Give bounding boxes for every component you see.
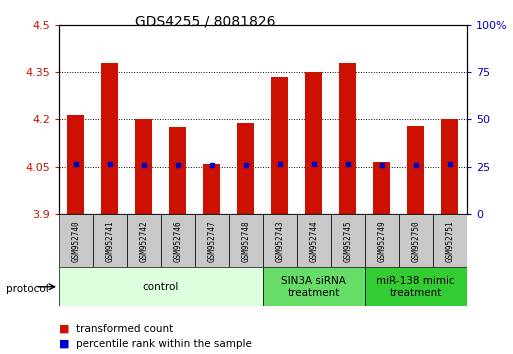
Bar [102,63,119,214]
Text: GDS4255 / 8081826: GDS4255 / 8081826 [135,15,275,29]
Bar [127,214,161,267]
Bar [263,267,365,306]
Text: ■: ■ [59,339,69,349]
Text: GSM952745: GSM952745 [343,220,352,262]
Bar [441,120,458,214]
Bar [271,77,288,214]
Text: GSM952750: GSM952750 [411,220,420,262]
Bar [68,115,85,214]
Text: GSM952740: GSM952740 [71,220,81,262]
Bar [135,120,152,214]
Bar [399,214,433,267]
Bar [59,267,263,306]
Text: protocol: protocol [6,284,49,293]
Text: GSM952751: GSM952751 [445,220,455,262]
Text: control: control [143,282,179,292]
Bar [263,214,297,267]
Bar [340,63,357,214]
Text: GSM952746: GSM952746 [173,220,183,262]
Text: transformed count: transformed count [76,324,173,333]
Text: GSM952749: GSM952749 [378,220,386,262]
Bar [238,122,254,214]
Bar [373,162,390,214]
Bar [169,127,186,214]
Bar [161,214,195,267]
Text: SIN3A siRNA
treatment: SIN3A siRNA treatment [282,276,346,298]
Bar [195,214,229,267]
Text: GSM952748: GSM952748 [242,220,250,262]
Bar [229,214,263,267]
Bar [305,72,322,214]
Bar [297,214,331,267]
Bar [365,267,467,306]
Text: miR-138 mimic
treatment: miR-138 mimic treatment [377,276,455,298]
Bar [204,164,221,214]
Text: GSM952741: GSM952741 [106,220,114,262]
Bar [365,214,399,267]
Bar [433,214,467,267]
Bar [93,214,127,267]
Text: GSM952744: GSM952744 [309,220,319,262]
Text: ■: ■ [59,324,69,333]
Text: GSM952742: GSM952742 [140,220,148,262]
Bar [407,126,424,214]
Text: percentile rank within the sample: percentile rank within the sample [76,339,252,349]
Text: GSM952747: GSM952747 [207,220,216,262]
Bar [331,214,365,267]
Text: GSM952743: GSM952743 [275,220,284,262]
Bar [59,214,93,267]
